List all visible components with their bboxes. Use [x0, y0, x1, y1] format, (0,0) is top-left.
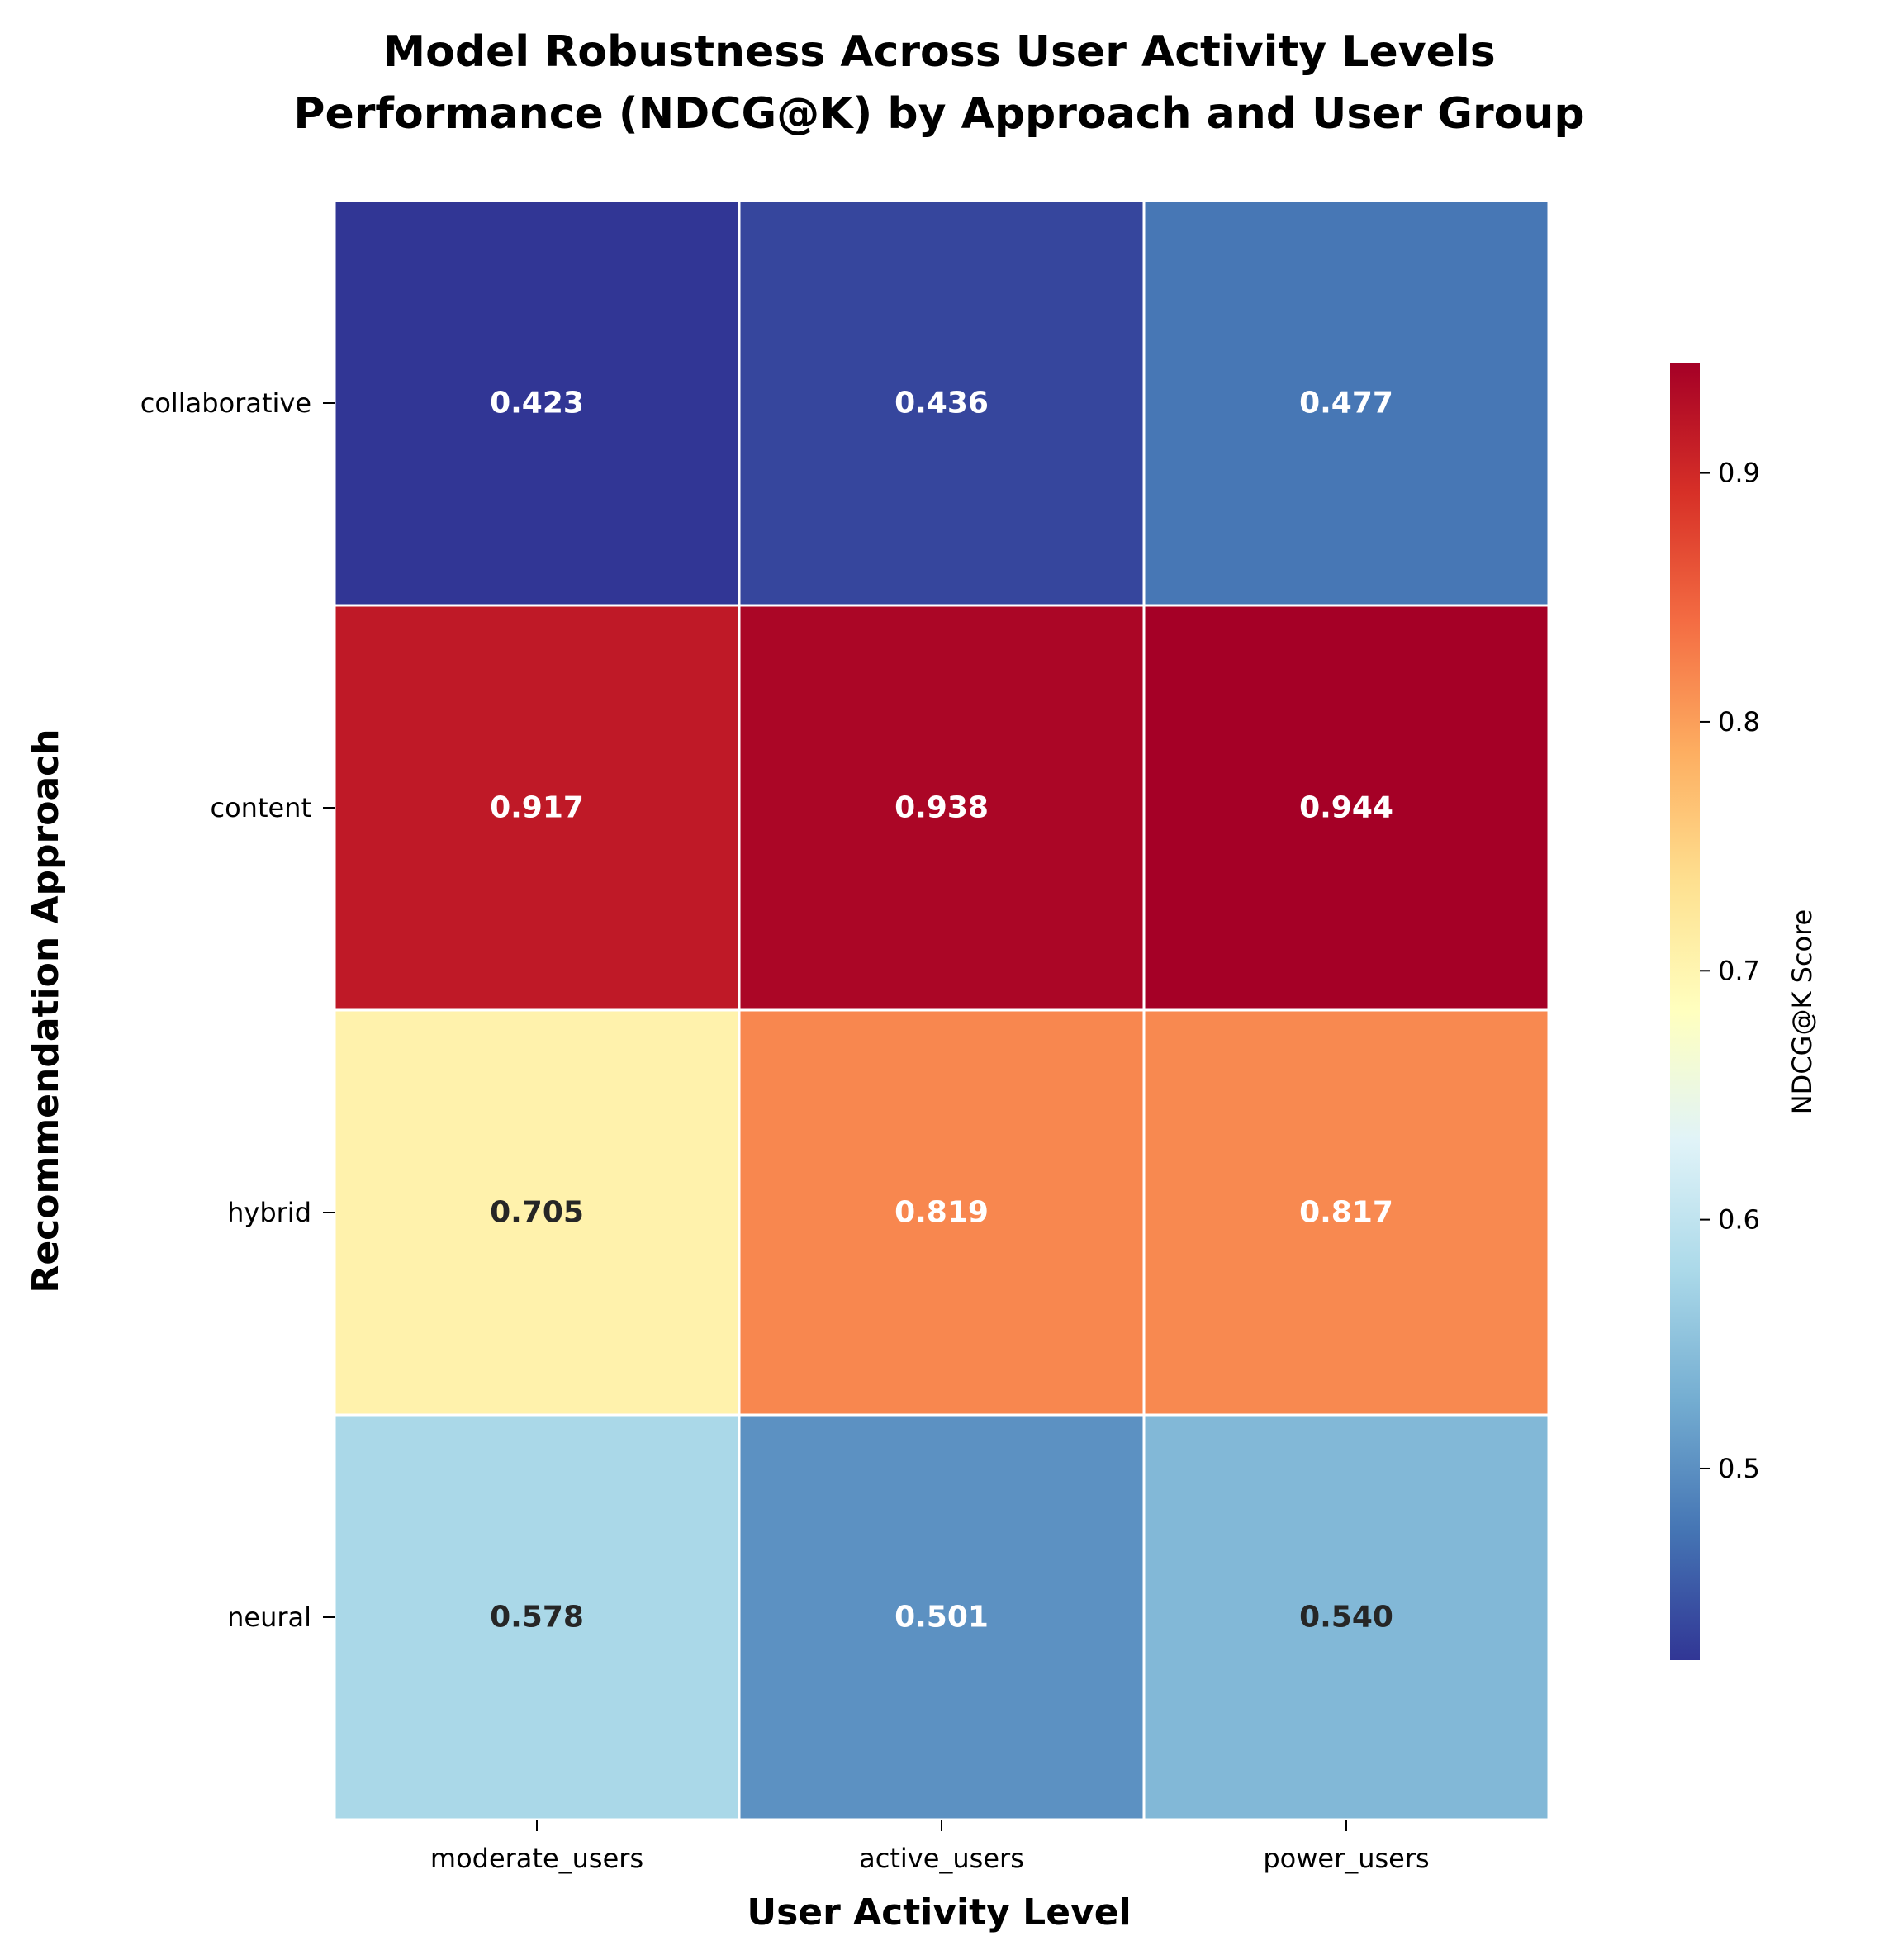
heatmap-cells	[333, 199, 1550, 1821]
heatmap-cell-content-power_users	[1142, 604, 1550, 1012]
colorbar-tick-label: 0.5	[1718, 1453, 1760, 1484]
heatmap-cell-content-moderate_users	[333, 604, 741, 1012]
heatmap-cell-collaborative-power_users	[1142, 199, 1550, 607]
y-tick-label: hybrid	[227, 1197, 311, 1228]
y-axis-label: Recommendation Approach	[25, 728, 67, 1293]
cell-value-label: 0.819	[894, 1196, 989, 1230]
x-tick-label: active_users	[859, 1843, 1024, 1874]
y-tick-label: collaborative	[140, 387, 311, 419]
cell-value-label: 0.578	[490, 1601, 584, 1635]
colorbar-ticks: 0.5 0.6 0.7 0.8 0.9	[1700, 458, 1760, 1484]
cell-value-label: 0.917	[490, 791, 584, 825]
heatmap-cell-hybrid-moderate_users	[333, 1008, 741, 1417]
chart-title-line-1: Model Robustness Across User Activity Le…	[382, 27, 1495, 77]
heatmap-cell-hybrid-active_users	[738, 1008, 1146, 1417]
cell-value-label: 0.436	[894, 387, 989, 420]
chart-title-line-2: Performance (NDCG@K) by Approach and Use…	[293, 89, 1584, 139]
colorbar-gradient	[1670, 363, 1700, 1660]
colorbar-tick-label: 0.8	[1718, 706, 1760, 738]
heatmap-cell-labels: 0.423 0.436 0.477 0.917 0.938 0.944 0.705 0.819…	[490, 387, 1393, 1635]
heatmap-cell-collaborative-moderate_users	[333, 199, 741, 607]
cell-value-label: 0.938	[894, 791, 989, 825]
cell-value-label: 0.705	[490, 1196, 584, 1230]
x-tick-label: moderate_users	[430, 1843, 643, 1874]
colorbar-label: NDCG@K Score	[1786, 909, 1818, 1115]
heatmap-cell-neural-moderate_users	[333, 1413, 741, 1821]
heatmap-cell-content-active_users	[738, 604, 1146, 1012]
x-axis-label: User Activity Level	[747, 1891, 1131, 1934]
x-axis-ticks: moderate_users active_users power_users	[430, 1820, 1430, 1874]
y-axis-ticks: collaborative content hybrid neural	[140, 387, 335, 1633]
colorbar: 0.5 0.6 0.7 0.8 0.9 NDCG@K Score	[1670, 363, 1818, 1660]
x-tick-label: power_users	[1263, 1843, 1429, 1874]
cell-value-label: 0.540	[1299, 1601, 1393, 1635]
cell-value-label: 0.944	[1299, 791, 1393, 825]
colorbar-tick-label: 0.9	[1718, 458, 1760, 489]
y-tick-label: content	[210, 792, 311, 823]
y-tick-label: neural	[227, 1602, 311, 1633]
heatmap-cell-collaborative-active_users	[738, 199, 1146, 607]
cell-value-label: 0.423	[490, 387, 584, 420]
colorbar-tick-label: 0.6	[1718, 1204, 1760, 1236]
colorbar-tick-label: 0.7	[1718, 955, 1760, 986]
cell-value-label: 0.817	[1299, 1196, 1393, 1230]
cell-value-label: 0.501	[894, 1601, 989, 1635]
cell-value-label: 0.477	[1299, 387, 1393, 420]
heatmap-cell-neural-power_users	[1142, 1413, 1550, 1821]
